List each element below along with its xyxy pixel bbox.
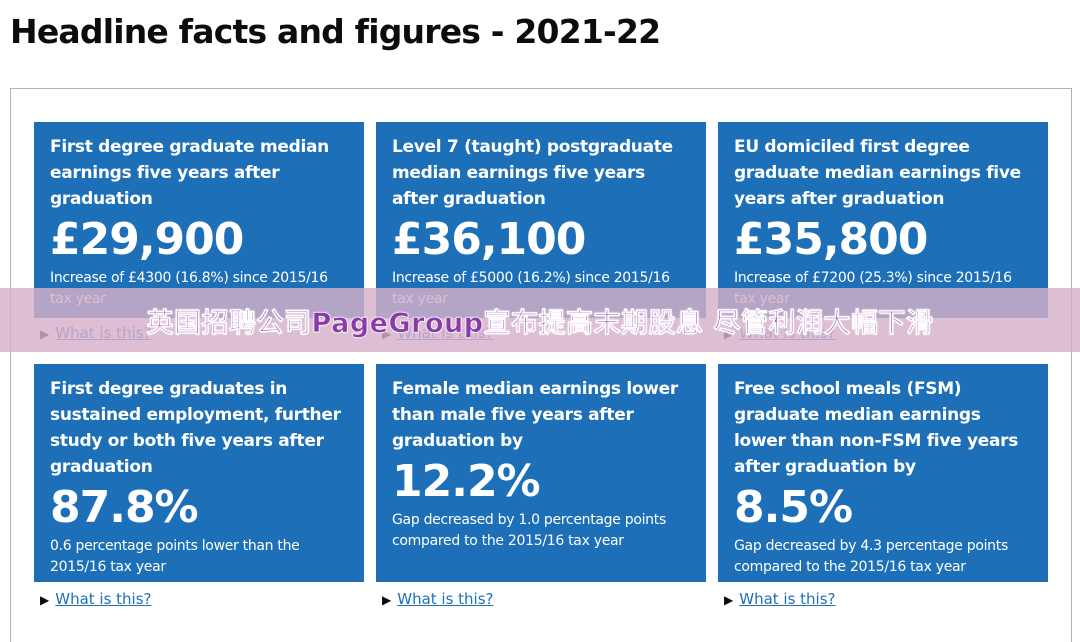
card-figure: 87.8%: [50, 482, 199, 533]
card-figure: 12.2%: [392, 456, 541, 507]
stat-card: EU domiciled first degree graduate media…: [718, 122, 1048, 318]
arrow-icon: ▶: [382, 593, 392, 607]
details-link[interactable]: ▶ What is this?: [724, 590, 836, 608]
card-figure: £36,100: [392, 214, 586, 265]
stat-card: First degree graduate median earnings fi…: [34, 122, 364, 318]
card-heading: Free school meals (FSM) graduate median …: [734, 379, 1019, 477]
frame: [10, 88, 1072, 642]
card-figure: 8.5%: [734, 482, 853, 533]
card-figure: £29,900: [50, 214, 244, 265]
card-heading: EU domiciled first degree graduate media…: [734, 137, 1021, 209]
link-text[interactable]: What is this?: [55, 590, 152, 608]
arrow-icon: ▶: [724, 593, 734, 607]
page-title: Headline facts and figures - 2021-22: [10, 12, 661, 51]
card-heading: First degree graduate median earnings fi…: [50, 137, 329, 209]
card-heading: First degree graduates in sustained empl…: [50, 379, 341, 477]
stat-card: Free school meals (FSM) graduate median …: [718, 364, 1048, 582]
card-heading: Level 7 (taught) postgraduate median ear…: [392, 137, 673, 209]
arrow-icon: ▶: [40, 593, 50, 607]
stat-card: Level 7 (taught) postgraduate median ear…: [376, 122, 706, 318]
card-heading: Female median earnings lower than male f…: [392, 379, 678, 451]
card-description: Gap decreased by 4.3 percentage points c…: [734, 538, 1008, 575]
link-text[interactable]: What is this?: [397, 590, 494, 608]
details-link[interactable]: ▶ What is this?: [382, 590, 494, 608]
banner: 英国招聘公司PageGroup宣布提高末期股息 尽管利润大幅下滑: [0, 288, 1080, 352]
details-link[interactable]: ▶ What is this?: [40, 590, 152, 608]
card-description: Gap decreased by 1.0 percentage points c…: [392, 512, 666, 549]
card-description: 0.6 percentage points lower than the 201…: [50, 538, 300, 575]
stat-card: Female median earnings lower than male f…: [376, 364, 706, 582]
banner-text: 英国招聘公司PageGroup宣布提高末期股息 尽管利润大幅下滑: [146, 307, 934, 339]
link-text[interactable]: What is this?: [739, 590, 836, 608]
stat-card: First degree graduates in sustained empl…: [34, 364, 364, 582]
card-figure: £35,800: [734, 214, 928, 265]
